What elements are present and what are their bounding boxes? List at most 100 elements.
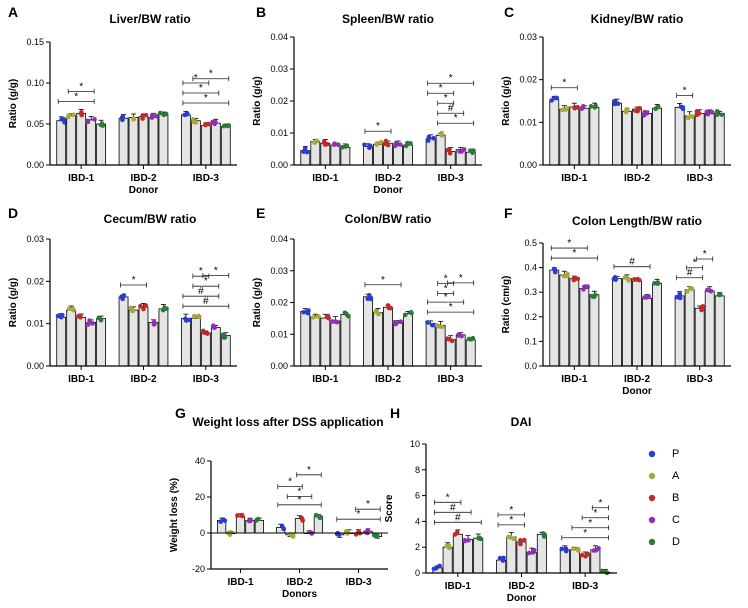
panel-letter: A xyxy=(8,4,18,20)
bar-a xyxy=(373,312,383,367)
bar-d xyxy=(589,294,600,367)
significance-marker: * xyxy=(381,275,385,286)
data-point-p xyxy=(367,292,372,298)
x-axis-label: Donor xyxy=(373,185,403,196)
bar-b xyxy=(138,116,149,166)
data-point-b xyxy=(518,538,523,543)
significance-marker: * xyxy=(79,81,83,92)
data-point-b xyxy=(78,111,84,117)
data-point-a xyxy=(446,543,452,548)
data-point-d xyxy=(654,105,660,111)
significance-marker: * xyxy=(446,492,450,503)
data-point-a xyxy=(684,289,690,294)
panel-letter: B xyxy=(256,4,266,20)
bar-b xyxy=(452,533,463,574)
data-point-a xyxy=(576,548,581,553)
data-point-a xyxy=(570,546,576,551)
significance-marker: # xyxy=(687,268,693,279)
data-point-b xyxy=(447,147,452,152)
panel-letter: D xyxy=(8,205,18,221)
bar-p xyxy=(118,296,129,367)
data-point-c xyxy=(87,318,92,323)
bar-a xyxy=(622,278,632,367)
data-point-d xyxy=(342,310,348,315)
bar-c xyxy=(704,290,715,367)
significance-marker: * xyxy=(583,528,587,539)
data-point-c xyxy=(210,323,216,328)
panel-e: E Colon/BW ratio 0.00 0.01 0.02 0.03 0.04 IBD-1… xyxy=(252,205,482,385)
bar-c xyxy=(579,288,590,367)
bar-d xyxy=(158,308,169,367)
x-axis-label: Donor xyxy=(622,386,652,397)
data-point-b xyxy=(583,554,588,559)
x-category-label: IBD-1 xyxy=(561,374,588,385)
significance-marker: # xyxy=(450,502,456,513)
y-tick-label: 0.00 xyxy=(270,361,288,371)
data-point-p xyxy=(61,117,67,122)
bar-a xyxy=(310,141,321,166)
x-category-label: IBD-1 xyxy=(68,374,95,385)
bar-d xyxy=(220,126,231,166)
y-tick-label: -20 xyxy=(192,564,205,574)
panel-d: D Cecum/BW ratio 0.00 0.01 0.02 0.03 IBD-1 IBD-… xyxy=(8,205,237,385)
x-category-label: IBD-3 xyxy=(193,374,220,385)
data-point-p xyxy=(362,142,367,148)
bar-a xyxy=(66,309,77,367)
data-point-d xyxy=(98,122,104,128)
data-point-c xyxy=(248,518,253,524)
data-point-b xyxy=(78,313,83,319)
significance-marker: * xyxy=(366,499,370,510)
data-point-a xyxy=(376,311,381,317)
y-tick-label: 0.00 xyxy=(519,160,537,170)
data-point-b xyxy=(579,552,585,558)
chart-title: Spleen/BW ratio xyxy=(342,12,434,26)
panel-c: C Kidney/BW ratio 0.00 0.01 0.02 0.03 IBD-1 IBD… xyxy=(501,4,731,184)
data-point-d xyxy=(221,123,227,129)
data-point-p xyxy=(187,317,192,323)
data-point-a xyxy=(373,308,379,314)
data-point-p xyxy=(183,316,188,322)
data-point-d xyxy=(345,313,351,319)
legend-marker-c xyxy=(648,516,656,524)
data-point-c xyxy=(707,288,712,293)
significance-marker: * xyxy=(598,498,602,509)
data-point-d xyxy=(470,335,476,341)
bar-p xyxy=(425,323,436,367)
bar-p xyxy=(674,295,685,367)
data-point-c xyxy=(151,319,157,325)
bar-a xyxy=(310,316,321,367)
y-tick-label: 0.02 xyxy=(26,276,44,286)
data-point-d xyxy=(317,515,323,521)
bar-p xyxy=(612,102,622,166)
data-point-b xyxy=(138,303,143,309)
data-point-d xyxy=(160,307,166,313)
y-tick-label: 0.03 xyxy=(519,32,537,42)
significance-marker: * xyxy=(509,515,513,526)
y-axis-label: Ratio (g/g) xyxy=(501,76,512,125)
bar-a xyxy=(559,108,570,166)
bar-p xyxy=(549,269,560,367)
data-point-c xyxy=(530,550,536,555)
y-tick-label: 0.02 xyxy=(519,75,537,85)
data-point-a xyxy=(193,120,199,125)
x-category-label: IBD-1 xyxy=(312,173,339,184)
x-category-label: IBD-3 xyxy=(687,374,714,385)
significance-marker: # xyxy=(455,512,461,523)
bar-d xyxy=(403,313,413,367)
panel-letter: C xyxy=(504,4,514,20)
data-point-c xyxy=(334,319,340,325)
data-point-p xyxy=(301,309,307,315)
data-point-d xyxy=(468,148,473,153)
data-point-b xyxy=(140,113,145,118)
data-point-a xyxy=(67,306,72,311)
bar-c xyxy=(86,321,97,367)
data-point-c xyxy=(580,103,586,109)
x-axis-label: Donors xyxy=(282,589,317,600)
y-axis-label: Score xyxy=(384,494,395,522)
y-axis-label: Ratio (g/g) xyxy=(252,76,263,125)
data-point-b xyxy=(239,512,245,518)
bar-p xyxy=(300,310,311,367)
data-point-c xyxy=(393,141,399,146)
significance-marker: * xyxy=(509,505,513,516)
data-point-c xyxy=(149,115,155,120)
